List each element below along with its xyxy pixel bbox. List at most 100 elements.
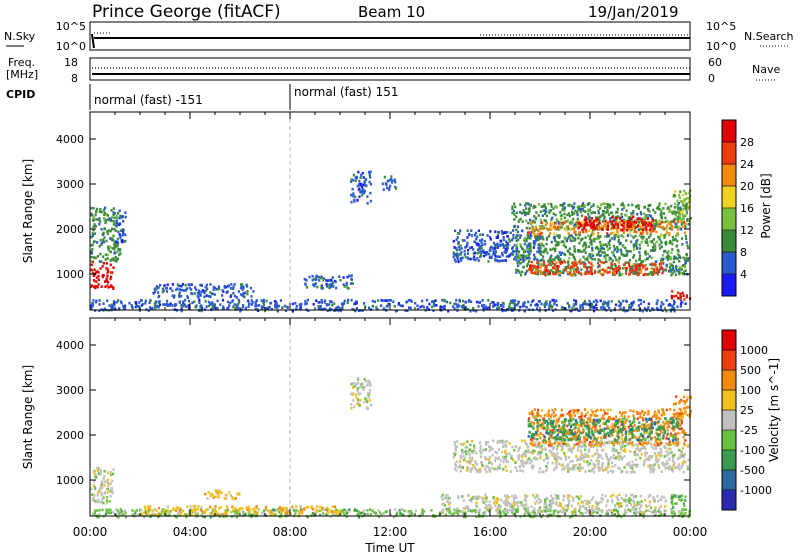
- power-cell: [688, 205, 690, 208]
- power-cell: [551, 305, 553, 308]
- power-cell: [458, 232, 460, 235]
- power-cell: [205, 286, 207, 289]
- power-cell: [527, 222, 529, 225]
- power-cell: [596, 224, 598, 227]
- velocity-cell: [248, 506, 250, 509]
- velocity-cell: [158, 513, 160, 516]
- power-cell: [647, 218, 649, 221]
- velocity-cell: [626, 471, 628, 474]
- power-cell: [159, 284, 161, 287]
- velocity-cell: [520, 460, 522, 463]
- power-cell: [542, 255, 544, 258]
- power-cell: [684, 266, 686, 269]
- power-cell: [212, 305, 214, 308]
- power-cell: [625, 300, 627, 303]
- power-cell: [686, 254, 688, 257]
- power-cell: [394, 178, 396, 181]
- power-cell: [185, 305, 187, 308]
- velocity-cell: [295, 509, 297, 512]
- power-cell: [676, 240, 678, 243]
- velocity-cell: [671, 466, 673, 469]
- velocity-cell: [601, 449, 603, 452]
- velocity-cell: [556, 452, 558, 455]
- power-cell: [497, 304, 499, 307]
- velocity-cell: [615, 457, 617, 460]
- power-cell: [558, 228, 560, 231]
- velocity-cell: [497, 440, 499, 443]
- velocity-cell: [578, 509, 580, 512]
- velocity-cell: [350, 407, 352, 410]
- power-cell: [103, 218, 105, 221]
- velocity-cell: [498, 448, 500, 451]
- power-cell: [646, 241, 648, 244]
- power-cell: [580, 273, 582, 276]
- power-cell: [339, 279, 341, 282]
- velocity-cell: [575, 455, 577, 458]
- power-cell: [638, 299, 640, 302]
- power-cell: [621, 273, 623, 276]
- power-cell: [631, 204, 633, 207]
- power-cell: [565, 266, 567, 269]
- power-cell: [557, 268, 559, 271]
- velocity-cell: [461, 451, 463, 454]
- velocity-cell: [263, 509, 265, 512]
- power-cell: [515, 236, 517, 239]
- power-cell: [111, 216, 113, 219]
- power-cell: [335, 287, 337, 290]
- velocity-cell: [495, 457, 497, 460]
- power-cell: [590, 235, 592, 238]
- nave-tick-bottom: 0: [708, 72, 715, 85]
- power-cell: [612, 220, 614, 223]
- power-cell: [390, 175, 392, 178]
- power-cell: [603, 244, 605, 247]
- power-cell: [385, 299, 387, 302]
- velocity-cell: [474, 462, 476, 465]
- velocity-cell: [455, 469, 457, 472]
- velocity-cell: [611, 471, 613, 474]
- power-cell: [520, 274, 522, 277]
- velocity-cell: [523, 454, 525, 457]
- power-cell: [332, 285, 334, 288]
- velocity-cell: [471, 467, 473, 470]
- power-cell: [502, 305, 504, 308]
- power-cell: [252, 290, 254, 293]
- power-cell: [515, 229, 517, 232]
- power-cell: [685, 302, 687, 305]
- power-cell: [550, 264, 552, 267]
- power-cell: [102, 276, 104, 279]
- power-cell: [482, 233, 484, 236]
- power-cell: [499, 255, 501, 258]
- power-cell: [534, 236, 536, 239]
- velocity-cell: [668, 453, 670, 456]
- power-cell: [682, 210, 684, 213]
- power-cell: [607, 228, 609, 231]
- velocity-cell: [679, 468, 681, 471]
- velocity-cell: [624, 448, 626, 451]
- velocity-cell: [545, 453, 547, 456]
- velocity-cell: [524, 440, 526, 443]
- power-cell: [554, 264, 556, 267]
- power-cell: [531, 261, 533, 264]
- power-cell: [626, 229, 628, 232]
- velocity-cell: [568, 456, 570, 459]
- power-cell: [453, 303, 455, 306]
- power-cell: [616, 229, 618, 232]
- velocity-cell: [484, 468, 486, 471]
- power-cell: [372, 305, 374, 308]
- power-cell: [208, 301, 210, 304]
- power-cell: [328, 303, 330, 306]
- velocity-cell: [525, 442, 527, 445]
- velocity-cell: [678, 463, 680, 466]
- velocity-cell: [461, 510, 463, 513]
- power-cell: [568, 306, 570, 309]
- velocity-cell: [665, 467, 667, 470]
- power-cell: [644, 273, 646, 276]
- power-cell: [564, 220, 566, 223]
- power-cell: [531, 301, 533, 304]
- power-cell: [640, 226, 642, 229]
- power-cell: [307, 299, 309, 302]
- power-cell: [574, 271, 576, 274]
- power-cell: [517, 239, 519, 242]
- power-cell: [607, 222, 609, 225]
- power-cell: [602, 210, 604, 213]
